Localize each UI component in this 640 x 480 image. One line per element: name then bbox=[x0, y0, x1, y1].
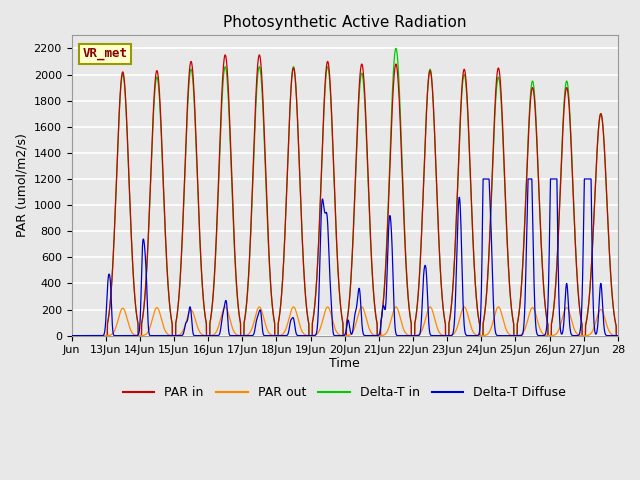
Legend: PAR in, PAR out, Delta-T in, Delta-T Diffuse: PAR in, PAR out, Delta-T in, Delta-T Dif… bbox=[118, 382, 572, 405]
Y-axis label: PAR (umol/m2/s): PAR (umol/m2/s) bbox=[15, 133, 28, 238]
Title: Photosynthetic Active Radiation: Photosynthetic Active Radiation bbox=[223, 15, 467, 30]
X-axis label: Time: Time bbox=[330, 357, 360, 370]
Text: VR_met: VR_met bbox=[83, 48, 127, 60]
